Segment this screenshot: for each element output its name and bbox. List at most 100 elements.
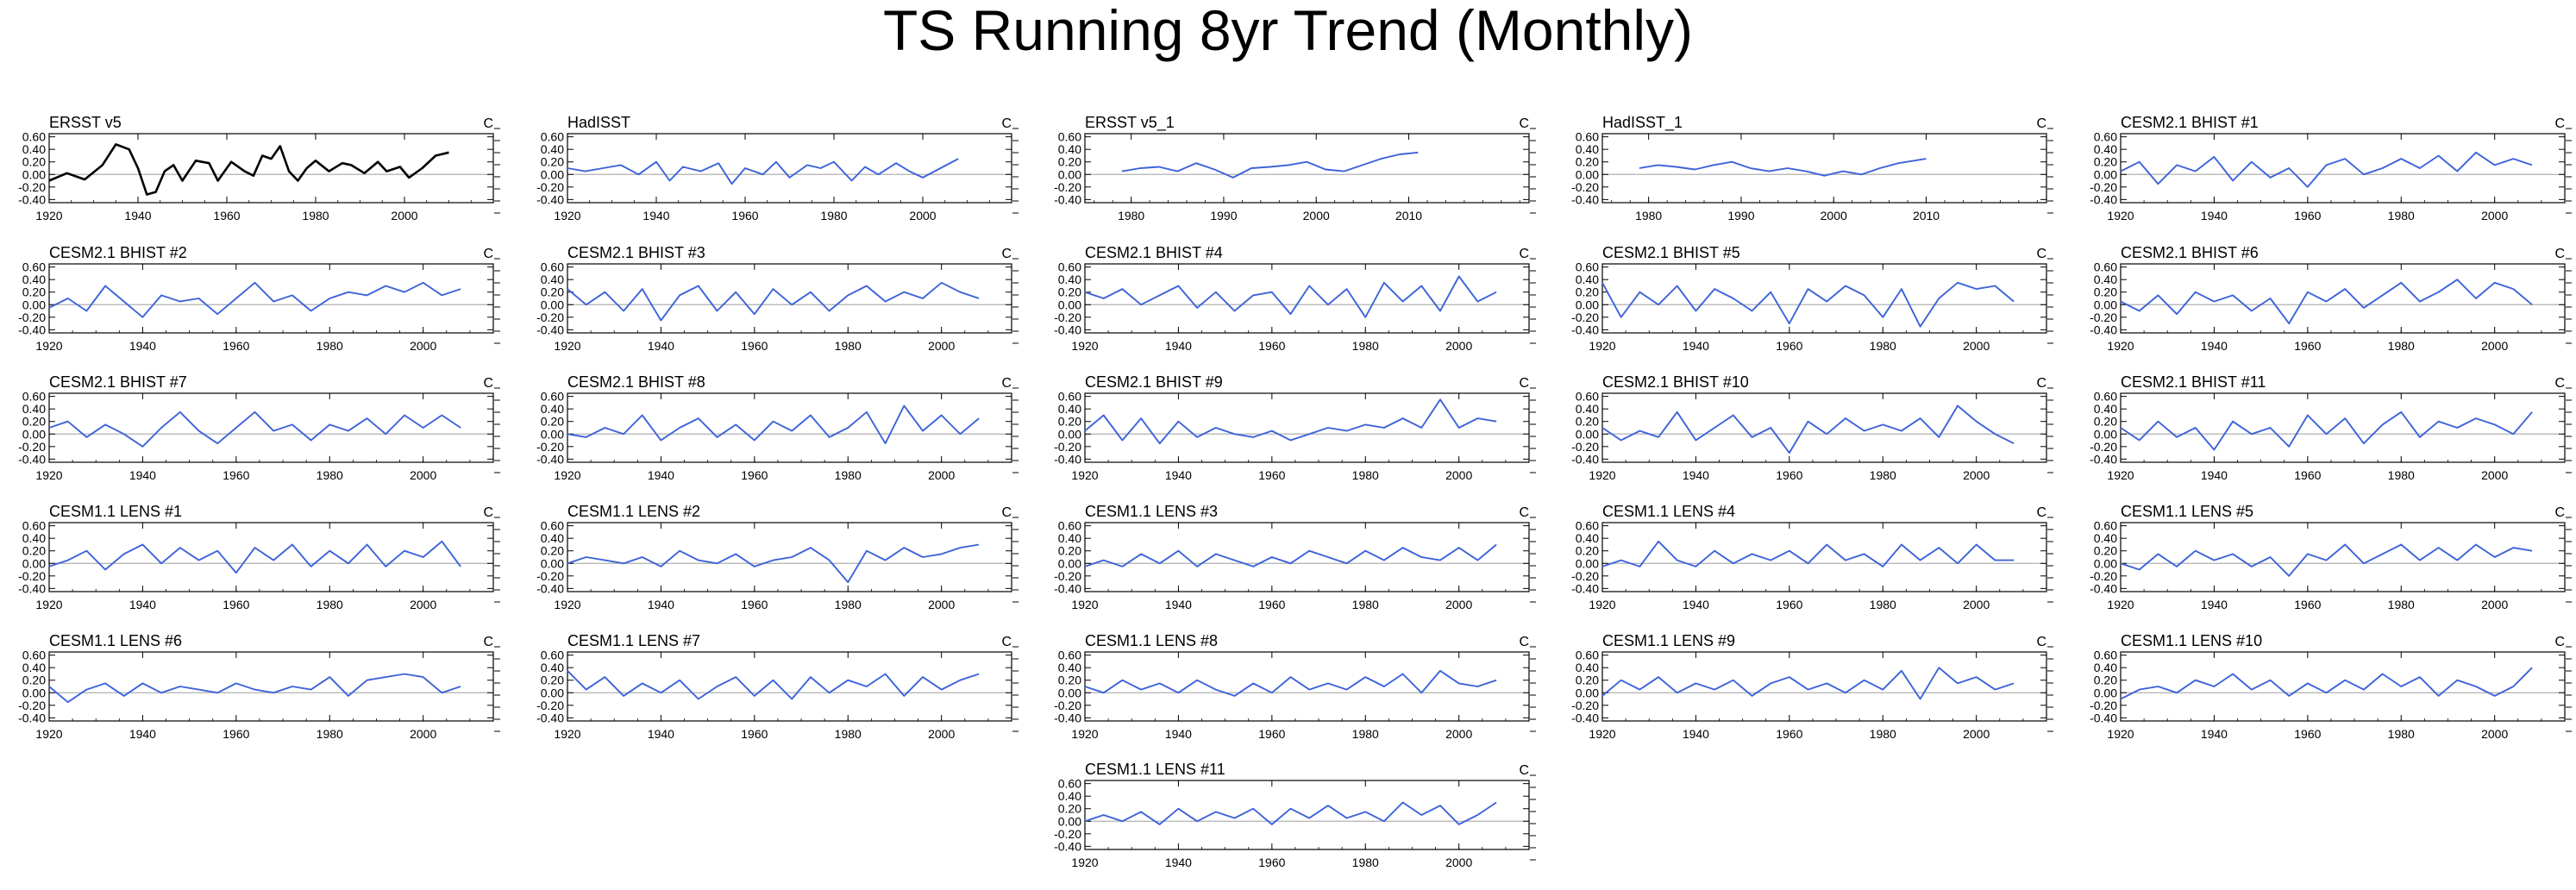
panel-units: C — [2036, 116, 2046, 131]
y-tick-label: 0.40 — [22, 273, 46, 286]
x-tick-label: 2000 — [2481, 339, 2508, 353]
y-tick-label: 0.20 — [541, 544, 564, 558]
panel-title: ERSST v5_1 — [1085, 114, 1175, 132]
x-tick-label: 1940 — [124, 209, 151, 222]
y-tick-label: -0.40 — [536, 711, 564, 724]
x-tick-label: 1980 — [835, 727, 862, 741]
y-tick-label: 0.60 — [22, 390, 46, 404]
y-tick-label: 0.60 — [1058, 130, 1081, 144]
plot-frame — [567, 133, 1012, 204]
x-tick-label: 1960 — [1776, 727, 1802, 741]
y-tick-label: 0.00 — [22, 427, 46, 441]
x-tick-label: 1980 — [1870, 468, 1896, 482]
panel-units: C — [1519, 763, 1529, 778]
plot-frame — [2120, 133, 2566, 204]
y-tick-label: -0.40 — [1571, 452, 1599, 466]
y-tick-label: 0.60 — [541, 130, 564, 144]
y-tick-label: 0.00 — [22, 686, 46, 699]
series-line — [48, 540, 461, 574]
x-tick-label: 1940 — [1165, 727, 1192, 741]
x-tick-label: 1920 — [35, 468, 62, 482]
y-tick-label: 0.00 — [1058, 814, 1081, 828]
x-tick-label: 1940 — [1683, 339, 1709, 353]
plot-frame — [567, 392, 1012, 463]
y-tick-label: 0.20 — [22, 155, 46, 169]
y-tick-label: 0.20 — [541, 415, 564, 429]
x-tick-label: 1960 — [1258, 727, 1285, 741]
series-line — [2120, 543, 2533, 577]
y-tick-label: 0.20 — [2094, 285, 2117, 299]
series-line — [1601, 281, 2015, 328]
y-tick-label: 0.60 — [1058, 260, 1081, 274]
panel-6: CESM2.1 BHIST #2 C 0.600.400.200.00-0.20-0… — [18, 244, 500, 353]
y-tick-label: -0.20 — [2090, 699, 2117, 712]
x-tick-label: 1960 — [1776, 598, 1802, 611]
y-tick-label: -0.20 — [1054, 827, 1081, 841]
panel-26: CESM1.1 LENS #11 C 0.600.400.200.00-0.20-0… — [1054, 761, 1536, 869]
y-tick-label: -0.40 — [1054, 581, 1081, 595]
x-tick-label: 1960 — [2294, 727, 2321, 741]
x-tick-label: 1940 — [648, 727, 674, 741]
x-tick-label: 2000 — [1963, 468, 1990, 482]
plot-frame — [1601, 522, 2047, 592]
plot-frame — [1601, 392, 2047, 463]
panel-title: CESM2.1 BHIST #4 — [1085, 244, 1223, 261]
plot-frame — [2120, 263, 2566, 334]
panel-units: C — [1001, 116, 1012, 131]
panel-units: C — [2036, 247, 2046, 261]
x-tick-label: 1980 — [820, 209, 847, 222]
y-tick-label: -0.40 — [1571, 711, 1599, 724]
y-tick-label: -0.20 — [1571, 699, 1599, 712]
panel-title: CESM2.1 BHIST #7 — [49, 373, 187, 391]
x-tick-label: 2000 — [2481, 598, 2508, 611]
panel-title: CESM1.1 LENS #2 — [567, 503, 700, 520]
series-line — [2120, 279, 2533, 325]
y-tick-label: -0.20 — [536, 699, 564, 712]
y-tick-label: -0.20 — [2090, 440, 2117, 454]
y-tick-label: 0.40 — [541, 531, 564, 545]
series-line — [48, 143, 449, 196]
y-tick-label: 0.40 — [541, 661, 564, 674]
x-tick-label: 1960 — [741, 727, 768, 741]
plot-frame — [48, 522, 494, 592]
y-tick-label: 0.20 — [1058, 674, 1081, 687]
y-tick-label: 0.00 — [2094, 556, 2117, 570]
x-tick-label: 2000 — [1963, 339, 1990, 353]
x-tick-label: 1940 — [648, 339, 674, 353]
x-tick-label: 1960 — [1776, 468, 1802, 482]
x-tick-label: 2000 — [928, 339, 955, 353]
x-tick-label: 1960 — [1258, 339, 1285, 353]
y-tick-label: -0.40 — [2090, 192, 2117, 206]
x-tick-label: 2000 — [391, 209, 417, 222]
x-tick-label: 1960 — [2294, 468, 2321, 482]
panel-title: CESM1.1 LENS #7 — [567, 632, 700, 649]
y-tick-label: -0.40 — [2090, 581, 2117, 595]
y-tick-label: 0.60 — [1576, 130, 1599, 144]
y-tick-label: 0.00 — [2094, 427, 2117, 441]
y-tick-label: 0.20 — [22, 285, 46, 299]
x-tick-label: 1960 — [2294, 339, 2321, 353]
y-tick-label: 0.20 — [2094, 415, 2117, 429]
y-tick-label: 0.60 — [2094, 390, 2117, 404]
y-tick-label: -0.40 — [1054, 452, 1081, 466]
panel-19: CESM1.1 LENS #4 C 0.600.400.200.00-0.20-0.… — [1571, 503, 2053, 611]
y-tick-label: 0.60 — [541, 260, 564, 274]
series-line — [1601, 540, 2015, 567]
panel-title: CESM1.1 LENS #11 — [1085, 761, 1225, 778]
y-tick-label: -0.20 — [18, 180, 46, 194]
y-tick-label: 0.40 — [2094, 661, 2117, 674]
y-tick-label: -0.40 — [2090, 452, 2117, 466]
x-tick-label: 1920 — [35, 339, 62, 353]
panel-units: C — [1519, 635, 1529, 649]
x-tick-label: 1980 — [1352, 468, 1379, 482]
y-tick-label: 0.40 — [541, 402, 564, 416]
y-tick-label: 0.60 — [1058, 519, 1081, 533]
y-tick-label: 0.20 — [1576, 674, 1599, 687]
y-tick-label: 0.60 — [22, 130, 46, 144]
y-tick-label: 0.20 — [1058, 544, 1081, 558]
x-tick-label: 1960 — [1258, 856, 1285, 869]
y-tick-label: -0.20 — [1054, 180, 1081, 194]
x-tick-label: 1980 — [302, 209, 329, 222]
y-tick-label: -0.20 — [536, 180, 564, 194]
panel-units: C — [1001, 376, 1012, 391]
